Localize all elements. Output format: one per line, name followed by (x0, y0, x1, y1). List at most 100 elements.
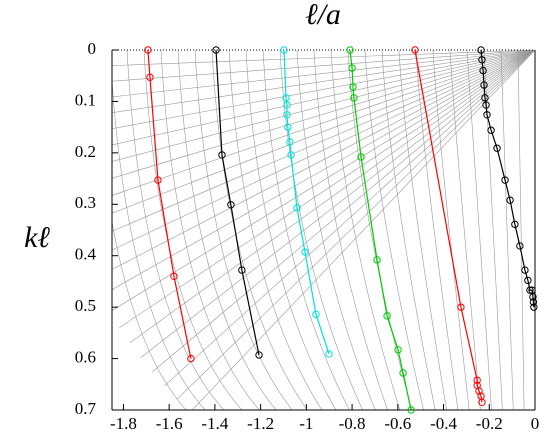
point (493, 144, 501, 152)
series-line (283, 49, 330, 355)
y-tick-label: 0.2 (75, 142, 96, 161)
deco-arc (296, 50, 376, 410)
point (479, 66, 487, 75)
x-tick-label: -1.2 (247, 414, 274, 433)
deco-arc (415, 50, 459, 410)
deco-ray (112, 50, 535, 290)
point (325, 350, 333, 358)
deco-arc (330, 50, 401, 410)
deco-ray (119, 50, 535, 329)
x-tick-label: -0.6 (384, 414, 411, 433)
point (284, 123, 292, 131)
deco-arc (228, 50, 323, 410)
deco-ray (112, 50, 535, 214)
series-line (215, 49, 260, 356)
point (283, 111, 291, 119)
point (350, 94, 358, 102)
point (227, 201, 235, 209)
point (501, 176, 509, 184)
point (283, 101, 291, 109)
y-tick-label: 0.6 (75, 347, 96, 366)
deco-arc (160, 50, 260, 410)
point (529, 293, 537, 301)
deco-ray (176, 50, 535, 400)
deco-arc (262, 50, 350, 410)
point (521, 266, 529, 274)
point (399, 369, 407, 377)
deco-ray (129, 50, 535, 344)
point (301, 248, 309, 256)
x-tick-label: -1.6 (156, 414, 183, 433)
point (187, 354, 195, 363)
deco-arc (143, 50, 243, 410)
point (293, 204, 301, 212)
point (473, 376, 481, 384)
point (530, 303, 538, 311)
deco-ray (112, 50, 535, 311)
deco-ray (112, 50, 535, 162)
point (280, 46, 288, 54)
point (478, 398, 486, 406)
deco-arc (279, 50, 363, 410)
deco-ray (112, 50, 535, 179)
deco-arc (398, 50, 447, 410)
y-tick-label: 0.4 (75, 245, 97, 264)
deco-ray (152, 50, 535, 373)
point (282, 94, 290, 102)
deco-ray (112, 50, 535, 98)
deco-arc (177, 50, 277, 410)
deco-ray (112, 50, 535, 130)
point (349, 83, 357, 91)
deco-arc (364, 50, 424, 410)
series-line (480, 49, 535, 308)
y-tick-label: 0 (88, 39, 97, 58)
deco-arc (466, 50, 492, 410)
deco-ray (112, 50, 535, 196)
deco-ray (112, 50, 535, 270)
point (477, 46, 485, 54)
deco-ray (112, 50, 535, 251)
point (483, 111, 491, 119)
point (487, 126, 495, 134)
deco-ray (112, 50, 535, 82)
point (407, 406, 415, 414)
point (529, 298, 538, 306)
deco-arc (112, 76, 206, 410)
deco-ray (112, 50, 535, 114)
point (154, 176, 162, 184)
point (238, 266, 246, 274)
point (511, 220, 519, 229)
point (526, 286, 534, 294)
point (383, 312, 391, 320)
point (170, 272, 178, 280)
point (312, 310, 320, 319)
point (346, 46, 354, 54)
x-tick-label: -0.8 (339, 414, 366, 433)
x-tick-label: -1.8 (110, 414, 137, 433)
point (481, 94, 489, 102)
point (287, 151, 295, 159)
deco-arc (112, 220, 187, 410)
series-line (147, 49, 192, 359)
point (482, 101, 490, 109)
deco-ray (140, 50, 535, 358)
deco-ray (112, 50, 535, 232)
x-tick-label: -1 (299, 414, 313, 433)
x-tick-label: -0.4 (430, 414, 457, 433)
point (212, 46, 220, 54)
deco-arc (313, 50, 388, 410)
point (394, 346, 402, 354)
deco-arc (245, 50, 337, 410)
deco-arc (211, 50, 308, 410)
point (255, 351, 263, 359)
deco-arc (381, 50, 436, 410)
point (516, 242, 524, 250)
point (286, 138, 294, 146)
deco-arc (449, 50, 481, 410)
deco-ray (164, 50, 535, 386)
deco-arc (500, 50, 514, 410)
deco-ray (112, 50, 535, 146)
deco-arc (517, 50, 525, 410)
